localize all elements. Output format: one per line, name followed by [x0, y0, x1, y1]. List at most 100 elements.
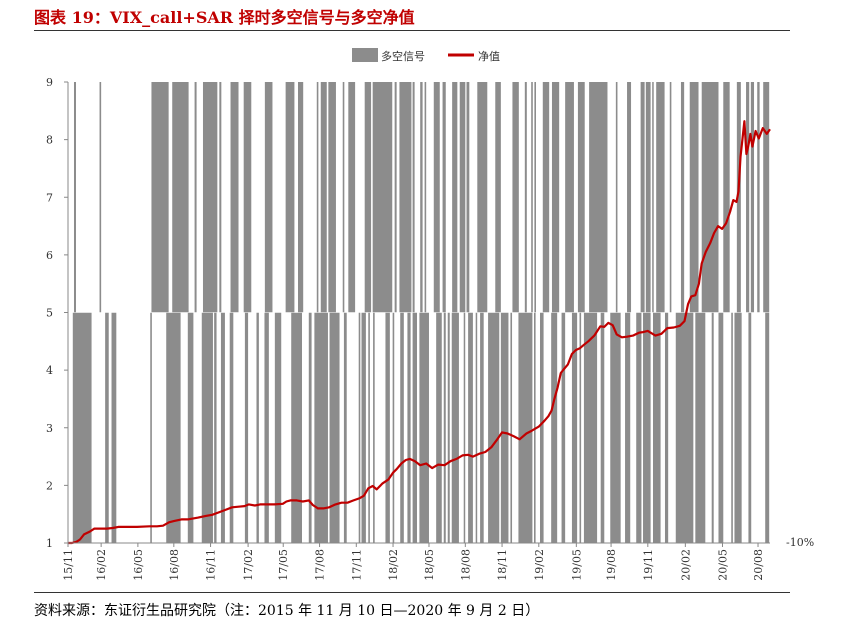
signal-long-bar — [656, 82, 665, 313]
x-tick-label: 16/11 — [205, 549, 218, 581]
y-tick-label: 7 — [46, 191, 53, 204]
y-tick-labels: 1 2 3 4 5 6 7 8 9 — [46, 76, 53, 550]
axes — [64, 81, 770, 547]
signal-long-bar — [477, 82, 488, 313]
signal-short-bar — [748, 312, 752, 543]
x-tick-label: 19/02 — [533, 549, 546, 581]
signal-short-bar — [488, 312, 500, 543]
signal-short-bar — [610, 312, 621, 543]
x-tick-label: 18/05 — [423, 549, 436, 581]
x-tick-label: 19/08 — [605, 549, 618, 581]
signal-short-bar — [579, 312, 582, 543]
signal-short-bar — [72, 312, 92, 543]
signal-long-bar — [442, 82, 446, 313]
signal-short-bar — [385, 312, 390, 543]
signal-short-bar — [166, 312, 181, 543]
title-divider — [34, 30, 790, 31]
signal-short-bar — [475, 312, 478, 543]
signal-short-bar — [731, 312, 733, 543]
signal-short-bar — [643, 312, 651, 543]
signal-short-bar — [412, 312, 418, 543]
signal-long-bar — [243, 82, 252, 313]
signal-short-bar — [314, 312, 328, 543]
x-tick-label: 16/08 — [168, 549, 181, 581]
signal-short-bar — [734, 312, 742, 543]
x-tick-label: 19/11 — [642, 549, 655, 581]
x-tick-label: 17/05 — [277, 549, 290, 581]
signal-long-bar — [534, 82, 536, 313]
signal-long-bar — [763, 82, 770, 313]
signal-short-bar — [500, 312, 509, 543]
signal-long-bar — [394, 82, 397, 313]
signal-short-bar — [201, 312, 213, 543]
signal-short-bar — [400, 312, 404, 543]
signal-long-bar — [230, 82, 239, 313]
x-tick-label: 19/05 — [570, 549, 583, 581]
x-tick-label: 18/02 — [387, 549, 400, 581]
signal-short-bar — [561, 312, 566, 543]
x-tick-label: 20/02 — [679, 549, 692, 581]
signal-short-bar — [765, 312, 770, 543]
figure-title: 图表 19：VIX_call+SAR 择时多空信号与多空净值 — [34, 8, 415, 27]
signal-long-bar — [689, 82, 699, 313]
signal-bars — [72, 82, 770, 543]
signal-long-bar — [627, 82, 632, 313]
signal-long-bar — [298, 82, 304, 313]
signal-long-bar — [531, 82, 533, 313]
signal-long-bar — [364, 82, 372, 313]
signal-short-bar — [105, 312, 109, 543]
signal-short-bar — [480, 312, 484, 543]
signal-long-bar — [551, 82, 560, 313]
signal-long-bar — [680, 82, 685, 313]
signal-short-bar — [718, 312, 724, 543]
nav-line — [68, 120, 771, 545]
legend-signal-swatch — [352, 48, 378, 62]
signal-long-bar — [459, 82, 466, 313]
signal-long-bar — [565, 82, 574, 313]
signal-short-bar — [291, 312, 302, 543]
signal-short-bar — [150, 312, 152, 543]
x-tick-label: 17/02 — [242, 549, 255, 581]
signal-long-bar — [645, 82, 651, 313]
signal-long-bar — [723, 82, 730, 313]
signal-short-bar — [214, 312, 217, 543]
signal-short-bar — [675, 312, 694, 543]
signal-short-bar — [329, 312, 340, 543]
signal-long-bar — [652, 82, 654, 313]
signal-long-bar — [316, 82, 319, 313]
signal-long-bar — [542, 82, 550, 313]
signal-long-bar — [99, 82, 102, 313]
signal-long-bar — [399, 82, 412, 313]
signal-long-bar — [342, 82, 345, 313]
signal-short-bar — [625, 312, 631, 543]
x-tick-label: 18/11 — [496, 549, 509, 581]
signal-long-bar — [736, 82, 741, 313]
signal-long-bar — [495, 82, 501, 313]
signal-short-bar — [220, 312, 225, 543]
signal-short-bar — [510, 312, 513, 543]
signal-long-bar — [512, 82, 519, 313]
signal-short-bar — [308, 312, 312, 543]
x-tick-label: 17/08 — [314, 549, 327, 581]
signal-short-bar — [583, 312, 598, 543]
signal-short-bar — [636, 312, 642, 543]
signal-long-bar — [433, 82, 440, 313]
signal-short-bar — [264, 312, 269, 543]
signal-short-bar — [571, 312, 578, 543]
chart: 1 2 3 4 5 6 7 8 9 15/11 16/02 16/05 16/08 16/11 17/02… — [46, 48, 814, 581]
signal-short-bar — [653, 312, 661, 543]
signal-short-bar — [407, 312, 411, 543]
signal-short-bar — [358, 312, 361, 543]
y-tick-label: 8 — [46, 134, 53, 147]
nav-series — [68, 120, 771, 545]
footer-divider — [34, 592, 790, 593]
signal-short-bar — [392, 312, 395, 543]
signal-short-bar — [600, 312, 605, 543]
signal-short-bar — [373, 312, 375, 543]
x-tick-label: 20/08 — [752, 549, 765, 581]
signal-short-bar — [711, 312, 714, 543]
signal-short-bar — [551, 312, 558, 543]
signal-long-bar — [757, 82, 760, 313]
x-tick-label: 16/05 — [132, 549, 145, 581]
y-tick-label: 3 — [46, 422, 53, 435]
